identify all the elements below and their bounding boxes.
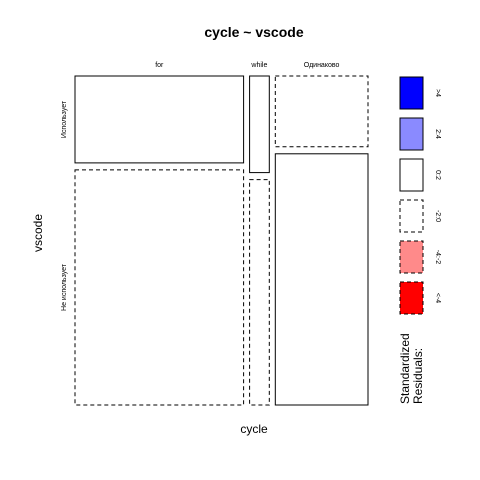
x-axis-title: cycle xyxy=(240,422,268,436)
legend-swatch xyxy=(399,117,424,151)
legend-swatch xyxy=(399,199,424,233)
residual-legend: >4 2:4 0:2 -2:0 -4:-2 <-4 xyxy=(399,76,441,315)
y-category-label: Не использует xyxy=(61,263,68,311)
legend-label: <-4 xyxy=(434,293,441,303)
mosaic-cell-одинаково-1 xyxy=(274,75,369,148)
legend-label: 2:4 xyxy=(434,129,441,139)
y-axis-title: vscode xyxy=(31,214,45,252)
legend-swatch xyxy=(399,76,424,110)
mosaic-cell-for-1 xyxy=(74,75,245,164)
mosaic-cell-while-2 xyxy=(249,179,270,406)
legend-label: -4:-2 xyxy=(434,250,441,265)
y-category-label: Использует xyxy=(61,100,68,138)
legend-label: 0:2 xyxy=(434,170,441,180)
chart-title: cycle ~ vscode xyxy=(204,24,303,40)
legend-label: >4 xyxy=(434,89,441,97)
y-category-labels: Использует Не использует xyxy=(61,100,68,311)
mosaic-cell-for-2 xyxy=(74,169,245,406)
x-category-label: while xyxy=(250,62,267,69)
x-category-label: for xyxy=(155,62,164,69)
legend-label: -2:0 xyxy=(434,210,441,222)
legend-swatch xyxy=(399,158,424,192)
legend-swatch xyxy=(399,281,424,315)
legend-swatch xyxy=(399,240,424,274)
mosaic-cell-while-1 xyxy=(249,75,270,174)
x-category-label: Одинаково xyxy=(304,62,340,69)
x-category-labels: for while Одинаково xyxy=(155,62,339,69)
mosaic-cells xyxy=(74,75,369,406)
legend-title: Standardized Residuals: xyxy=(398,330,425,404)
mosaic-cell-одинаково-2 xyxy=(274,153,369,406)
